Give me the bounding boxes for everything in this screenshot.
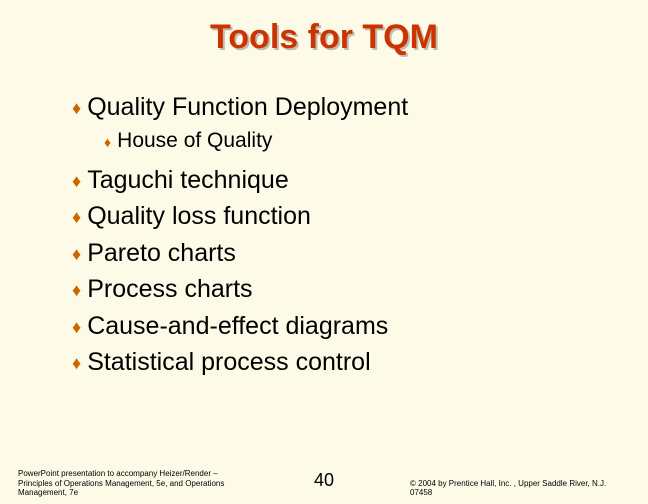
list-item: ♦ Process charts: [72, 273, 648, 306]
slide-footer: PowerPoint presentation to accompany Hei…: [0, 469, 648, 498]
list-item: ♦ Quality loss function: [72, 200, 648, 233]
diamond-icon: ♦: [72, 208, 81, 226]
list-item: ♦ Statistical process control: [72, 346, 648, 379]
diamond-icon: ♦: [104, 135, 111, 149]
diamond-icon: ♦: [72, 245, 81, 263]
footer-right-text: © 2004 by Prentice Hall, Inc. , Upper Sa…: [410, 479, 630, 498]
diamond-icon: ♦: [72, 99, 81, 117]
footer-left-text: PowerPoint presentation to accompany Hei…: [18, 469, 238, 498]
diamond-icon: ♦: [72, 281, 81, 299]
bullet-text: Pareto charts: [87, 237, 236, 270]
slide-title: Tools for TQM: [0, 18, 648, 57]
bullet-text: House of Quality: [117, 128, 272, 154]
bullet-text: Process charts: [87, 273, 252, 306]
bullet-text: Quality loss function: [87, 200, 311, 233]
slide-container: Tools for TQM ♦ Quality Function Deploym…: [0, 0, 648, 504]
bullet-text: Taguchi technique: [87, 164, 289, 197]
list-item-sub: ♦ House of Quality: [104, 128, 648, 154]
diamond-icon: ♦: [72, 318, 81, 336]
bullet-text: Statistical process control: [87, 346, 370, 379]
list-item: ♦ Cause-and-effect diagrams: [72, 310, 648, 343]
slide-number: 40: [314, 470, 334, 492]
bullet-text: Quality Function Deployment: [87, 91, 408, 124]
list-item: ♦ Taguchi technique: [72, 164, 648, 197]
bullet-text: Cause-and-effect diagrams: [87, 310, 388, 343]
diamond-icon: ♦: [72, 172, 81, 190]
diamond-icon: ♦: [72, 354, 81, 372]
list-item: ♦ Pareto charts: [72, 237, 648, 270]
list-item: ♦ Quality Function Deployment: [72, 91, 648, 124]
bullet-list: ♦ Quality Function Deployment ♦ House of…: [72, 91, 648, 379]
